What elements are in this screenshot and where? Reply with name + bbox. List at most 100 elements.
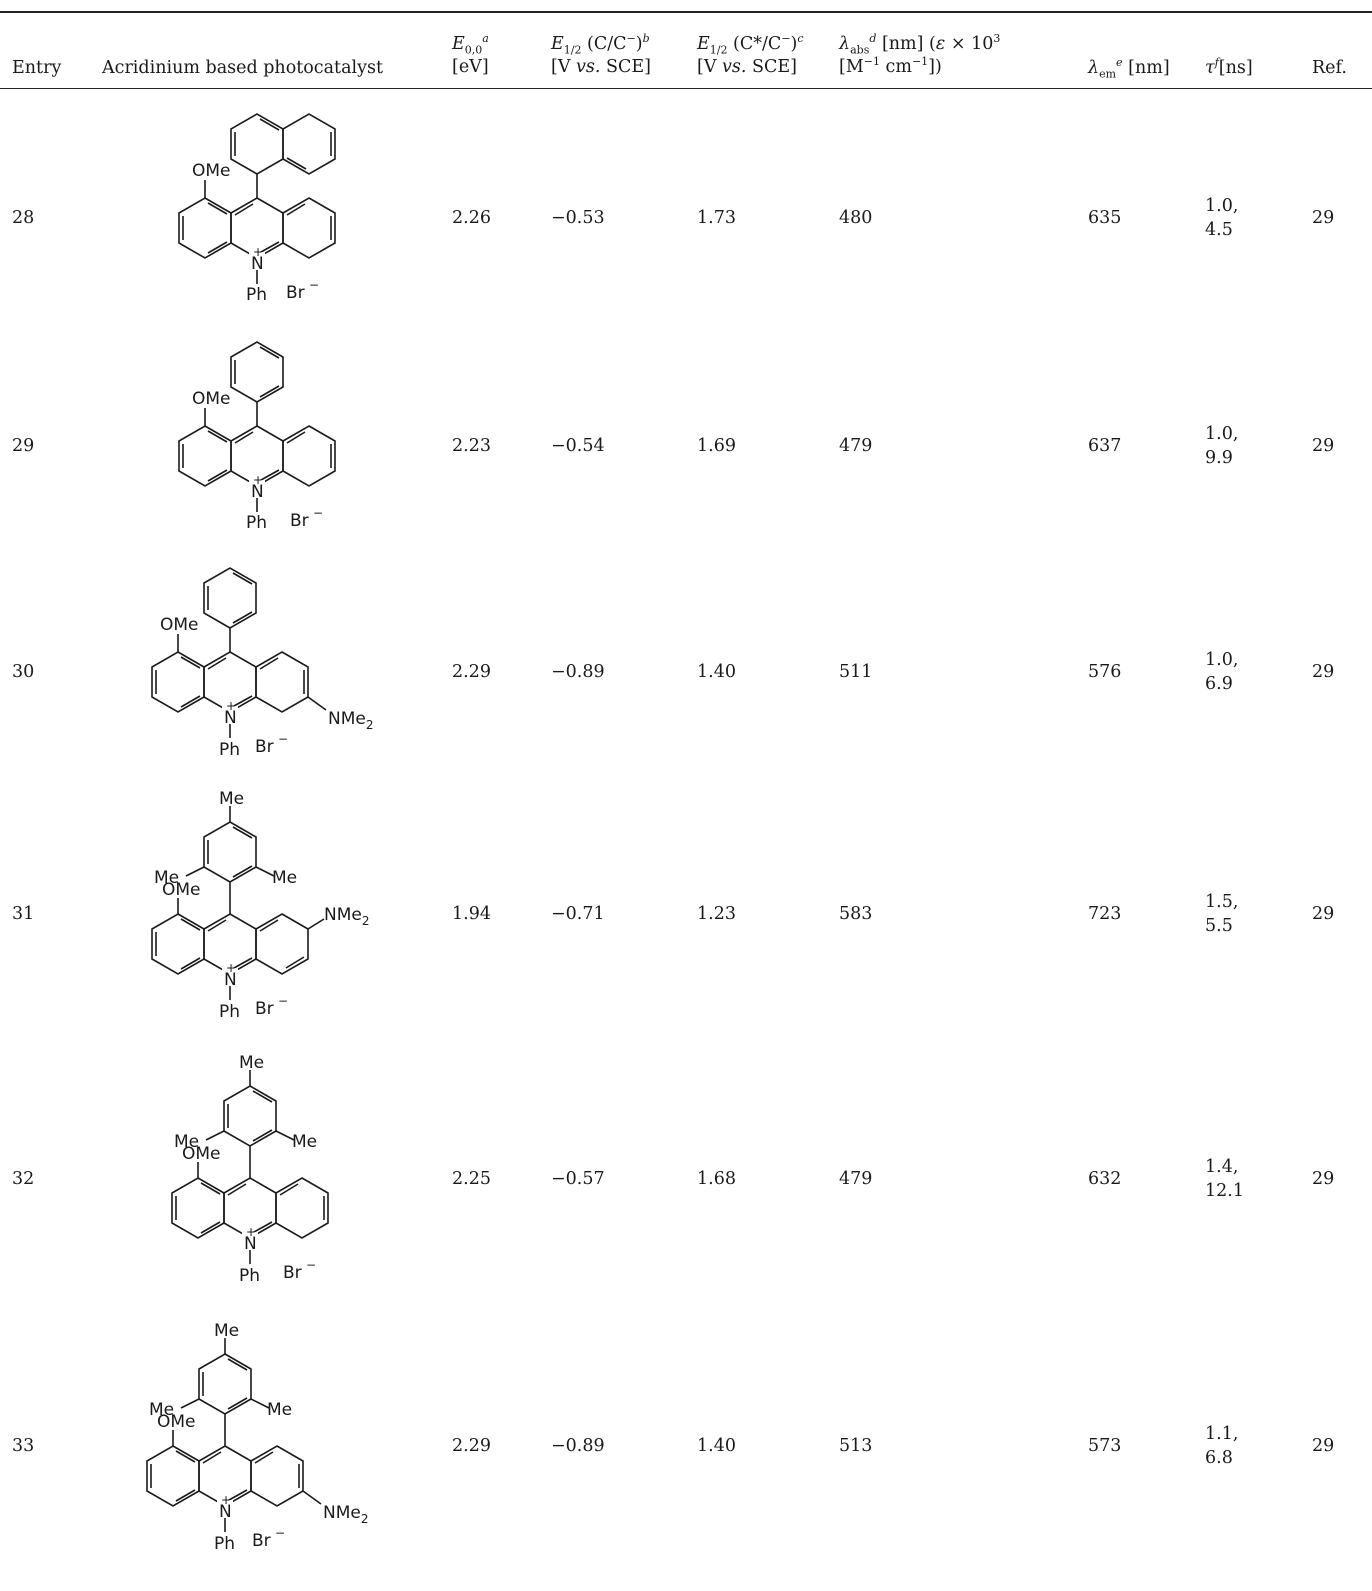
- table-header-rule: [0, 88, 1372, 89]
- svg-text:+: +: [253, 245, 263, 259]
- table-row-33-tau: 1.1, 6.8: [1205, 1424, 1239, 1468]
- table-row-31-em: 723: [1088, 904, 1122, 924]
- svg-text:OMe: OMe: [157, 1412, 196, 1432]
- table-row-33-e00: 2.29: [452, 1436, 491, 1456]
- table-row-30-ref: 29: [1312, 662, 1335, 682]
- svg-text:OMe: OMe: [192, 389, 231, 409]
- svg-text:N: N: [219, 1502, 232, 1522]
- svg-text:Br: Br: [283, 1263, 302, 1283]
- structure-entry-31: Me Me Me OMe NMe2 N + Ph Br −: [120, 788, 420, 1038]
- svg-text:−: −: [309, 278, 319, 292]
- table-row-31-entry: 31: [12, 904, 35, 924]
- svg-text:Me: Me: [292, 1132, 317, 1152]
- header-tau: τf[ns]: [1205, 56, 1253, 78]
- structure-entry-28: OMe N + Ph Br −: [120, 94, 420, 319]
- header-ref: Ref.: [1312, 58, 1347, 78]
- structure-entry-33: Me Me Me OMe NMe2 N + Ph Br −: [120, 1320, 420, 1585]
- svg-text:NMe2: NMe2: [323, 1503, 368, 1526]
- svg-text:−: −: [278, 732, 288, 746]
- table-row-31-abs: 583: [839, 904, 873, 924]
- header-em: λeme [nm]: [1088, 56, 1170, 81]
- svg-text:N: N: [244, 1234, 257, 1254]
- svg-text:−: −: [306, 1258, 316, 1272]
- table-row-28-ref: 29: [1312, 208, 1335, 228]
- svg-text:Br: Br: [290, 511, 309, 531]
- table-row-30-eox: 1.40: [697, 662, 736, 682]
- table-row-33-eox: 1.40: [697, 1436, 736, 1456]
- svg-text:Ph: Ph: [214, 1534, 235, 1554]
- svg-text:−: −: [278, 994, 288, 1008]
- svg-text:+: +: [246, 1225, 256, 1239]
- svg-text:Ph: Ph: [219, 1002, 240, 1022]
- svg-text:N: N: [224, 708, 237, 728]
- table-row-33-ref: 29: [1312, 1436, 1335, 1456]
- svg-text:Br: Br: [255, 999, 274, 1019]
- table-row-33-em: 573: [1088, 1436, 1122, 1456]
- table-row-29-ered: −0.54: [551, 436, 605, 456]
- svg-text:Me: Me: [239, 1053, 264, 1073]
- svg-text:OMe: OMe: [192, 161, 231, 181]
- table-row-29-ref: 29: [1312, 436, 1335, 456]
- table-row-30-tau: 1.0, 6.9: [1205, 650, 1239, 694]
- svg-text:−: −: [313, 506, 323, 520]
- table-row-29-e00: 2.23: [452, 436, 491, 456]
- table-row-30-ered: −0.89: [551, 662, 605, 682]
- svg-text:Me: Me: [149, 1400, 174, 1420]
- svg-text:Br: Br: [252, 1531, 271, 1551]
- svg-text:Me: Me: [214, 1321, 239, 1341]
- structure-entry-30: OMe N + Ph Br − NMe2: [120, 552, 420, 777]
- table-row-31-eox: 1.23: [697, 904, 736, 924]
- svg-text:+: +: [226, 961, 236, 975]
- table-row-33-entry: 33: [12, 1436, 35, 1456]
- svg-text:Ph: Ph: [246, 285, 267, 305]
- svg-text:+: +: [221, 1493, 231, 1507]
- svg-text:Ph: Ph: [219, 740, 240, 760]
- table-row-31-ered: −0.71: [551, 904, 605, 924]
- svg-text:Me: Me: [154, 868, 179, 888]
- svg-text:OMe: OMe: [162, 880, 201, 900]
- structure-entry-32: Me Me Me OMe N + Ph Br −: [120, 1052, 420, 1302]
- svg-text:NMe2: NMe2: [328, 709, 373, 732]
- svg-text:−: −: [275, 1526, 285, 1540]
- table-row-28-entry: 28: [12, 208, 35, 228]
- svg-text:N: N: [224, 970, 237, 990]
- svg-text:Me: Me: [219, 789, 244, 809]
- svg-text:Me: Me: [174, 1132, 199, 1152]
- table-row-28-ered: −0.53: [551, 208, 605, 228]
- svg-text:Me: Me: [267, 1400, 292, 1420]
- table-row-31-e00: 1.94: [452, 904, 491, 924]
- table-row-32-em: 632: [1088, 1169, 1122, 1189]
- table-row-30-em: 576: [1088, 662, 1122, 682]
- table-row-32-eox: 1.68: [697, 1169, 736, 1189]
- table-row-28-eox: 1.73: [697, 208, 736, 228]
- table-row-29-entry: 29: [12, 436, 35, 456]
- table-row-33-abs: 513: [839, 1436, 873, 1456]
- table-row-30-abs: 511: [839, 662, 873, 682]
- svg-text:Ph: Ph: [246, 513, 267, 533]
- table-row-32-ered: −0.57: [551, 1169, 605, 1189]
- svg-text:Br: Br: [286, 283, 305, 303]
- svg-text:NMe2: NMe2: [324, 905, 369, 928]
- table-row-28-em: 635: [1088, 208, 1122, 228]
- svg-text:N: N: [251, 482, 264, 502]
- svg-text:Me: Me: [272, 868, 297, 888]
- table-row-29-eox: 1.69: [697, 436, 736, 456]
- table-row-32-ref: 29: [1312, 1169, 1335, 1189]
- structure-entry-29: OMe N + Ph Br −: [120, 322, 420, 547]
- svg-text:+: +: [226, 699, 236, 713]
- table-row-29-tau: 1.0, 9.9: [1205, 424, 1239, 468]
- table-row-31-ref: 29: [1312, 904, 1335, 924]
- svg-text:N: N: [251, 254, 264, 274]
- header-catalyst: Acridinium based photocatalyst: [102, 58, 384, 78]
- table-row-32-abs: 479: [839, 1169, 873, 1189]
- header-eox: E1/2 (C*/C−)c [V vs. SCE]: [697, 32, 804, 77]
- table-top-rule: [0, 11, 1372, 13]
- table-row-33-ered: −0.89: [551, 1436, 605, 1456]
- svg-text:Br: Br: [255, 737, 274, 757]
- svg-text:OMe: OMe: [160, 615, 199, 635]
- svg-text:+: +: [253, 473, 263, 487]
- table-row-29-abs: 479: [839, 436, 873, 456]
- table-row-28-tau: 1.0, 4.5: [1205, 196, 1239, 240]
- table-row-31-tau: 1.5, 5.5: [1205, 892, 1239, 936]
- table-row-28-abs: 480: [839, 208, 873, 228]
